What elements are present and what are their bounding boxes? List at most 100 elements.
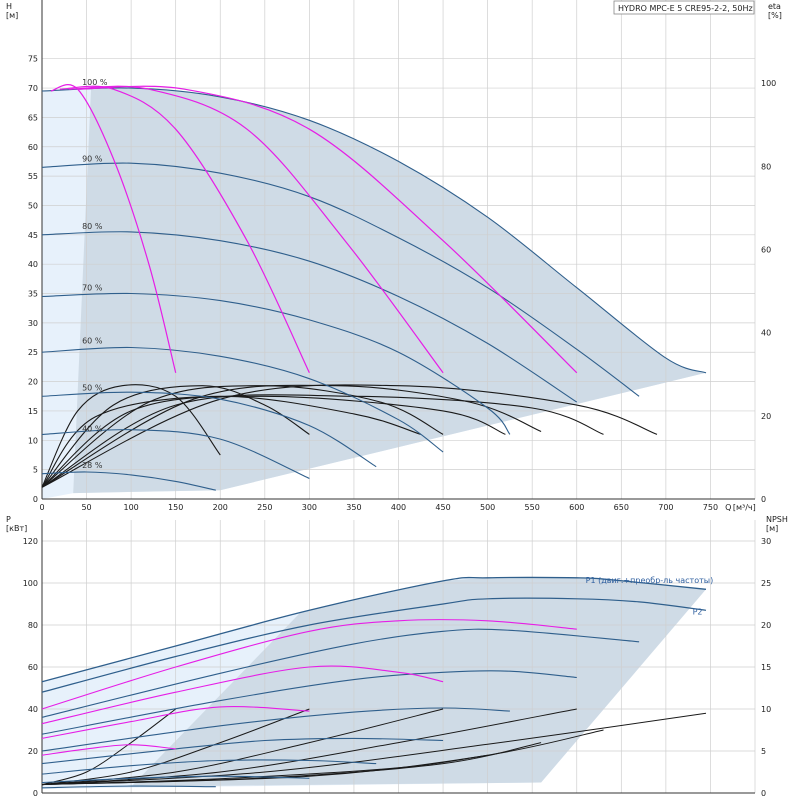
npsh-curve	[41, 708, 177, 786]
flow-x-tick-label: 100	[123, 503, 138, 512]
speed-power-curve	[41, 737, 444, 765]
head-y-tick-label: 50	[28, 201, 38, 210]
efficiency-curve	[77, 85, 578, 374]
flow-x-tick-label: 350	[346, 503, 361, 512]
power-y-tick-label: 60	[28, 663, 38, 672]
head-y-tick-label: 45	[28, 231, 38, 240]
flow-x-tick-label: 550	[525, 503, 540, 512]
flow-x-tick-label: 700	[658, 503, 673, 512]
head-axis-unit: [м]	[6, 11, 18, 20]
speed-label: 50 %	[82, 383, 103, 392]
qh-curve	[41, 429, 310, 480]
speed-power-curve	[41, 707, 510, 752]
flow-x-tick-label: 150	[168, 503, 183, 512]
head-y-tick-label: 30	[28, 319, 38, 328]
title-frame	[613, 0, 755, 15]
head-y-tick-label: 10	[28, 436, 38, 445]
head-envelope-dark	[73, 88, 706, 494]
speed-power-curve	[41, 785, 216, 789]
flow-x-tick-label: 650	[614, 503, 629, 512]
head-y-tick-label: 5	[33, 466, 38, 475]
eta-y2-tick-label: 80	[761, 162, 771, 171]
power-axis-unit: [кВт]	[6, 524, 27, 533]
speed-label: 70 %	[82, 284, 103, 293]
npsh-y2-tick-label: 20	[761, 621, 771, 630]
eta-y2-tick-label: 0	[761, 495, 766, 504]
head-y-tick-label: 70	[28, 84, 38, 93]
efficiency-power-curve	[41, 665, 444, 725]
power-y-tick-label: 80	[28, 621, 38, 630]
head-y-tick-label: 65	[28, 113, 38, 122]
npsh-y2-tick-label: 30	[761, 537, 771, 546]
flow-axis-label: Q	[725, 503, 731, 512]
power-chart-panel: 0 20 40 60 80 100 120 0 5 10 15 20 25 30 P[кВт] NPSH[м]…	[6, 515, 788, 798]
system-curve	[41, 384, 221, 488]
npsh-y2-tick-label: 25	[761, 579, 771, 588]
npsh-curve	[41, 708, 444, 786]
npsh-y2-tick-label: 15	[761, 663, 771, 672]
flow-x-tick-label: 200	[213, 503, 228, 512]
qh-curve	[41, 292, 511, 435]
head-y-tick-label: 0	[33, 495, 38, 504]
qh-curve	[41, 471, 216, 491]
head-axis-label: H	[6, 2, 12, 11]
speed-power-curve	[41, 775, 310, 784]
qh-curve	[41, 231, 578, 403]
eta-axis-label: eta	[768, 2, 781, 11]
npsh-curve	[41, 712, 707, 786]
speed-label: 100 %	[82, 78, 108, 87]
chart-title: HYDRO MPC-E 5 CRE95-2-2, 50Hz	[618, 4, 753, 13]
flow-x-tick-label: 750	[703, 503, 718, 512]
head-y-tick-label: 35	[28, 290, 38, 299]
speed-label: 60 %	[82, 336, 103, 345]
power-y-tick-label: 0	[33, 789, 38, 798]
eta-axis-unit: [%]	[768, 11, 782, 20]
head-y-tick-label: 25	[28, 348, 38, 357]
head-y-tick-label: 20	[28, 378, 38, 387]
npsh-y2-tick-label: 10	[761, 705, 771, 714]
npsh-y2-tick-label: 0	[761, 789, 766, 798]
power-curve-label: P2	[693, 608, 703, 617]
qh-curve	[41, 162, 640, 397]
npsh-curve	[41, 754, 488, 786]
flow-x-tick-label: 500	[480, 503, 495, 512]
head-y-tick-label: 60	[28, 143, 38, 152]
flow-axis-unit: [м³/ч]	[733, 503, 756, 512]
power-axis-label: P	[6, 515, 11, 524]
speed-label: 80 %	[82, 222, 103, 231]
power-y-tick-label: 20	[28, 747, 38, 756]
npsh-axis-label: NPSH	[766, 515, 788, 524]
power-y-tick-label: 120	[23, 537, 38, 546]
speed-power-curve	[41, 759, 377, 775]
flow-x-tick-label: 50	[81, 503, 91, 512]
head-y-tick-label: 40	[28, 260, 38, 269]
system-curve	[41, 395, 421, 488]
efficiency-power-curve	[41, 744, 176, 756]
efficiency-power-curve	[41, 706, 310, 739]
flow-x-tick-label: 400	[391, 503, 406, 512]
eta-y2-tick-label: 40	[761, 329, 771, 338]
speed-label: 40 %	[82, 424, 103, 433]
efficiency-power-curve	[41, 619, 577, 710]
power-y-tick-label: 40	[28, 705, 38, 714]
power-envelope-dark	[131, 577, 707, 787]
system-curve	[41, 385, 310, 488]
system-curve	[41, 384, 658, 488]
eta-y2-tick-label: 20	[761, 412, 771, 421]
head-y-tick-label: 15	[28, 407, 38, 416]
qh-curve	[41, 346, 444, 453]
power-curve-label: P1 (двиг.+преобр-ль частоты)	[586, 576, 714, 585]
eta-y2-tick-label: 60	[761, 246, 771, 255]
npsh-y2-tick-label: 5	[761, 747, 766, 756]
eta-y2-tick-label: 100	[761, 79, 776, 88]
flow-x-tick-label: 450	[435, 503, 450, 512]
npsh-curve	[41, 729, 604, 786]
qh-curve	[41, 391, 377, 468]
qh-curve	[41, 87, 707, 374]
speed-label: 90 %	[82, 154, 103, 163]
head-y-tick-label: 75	[28, 55, 38, 64]
flow-x-tick-label: 600	[569, 503, 584, 512]
